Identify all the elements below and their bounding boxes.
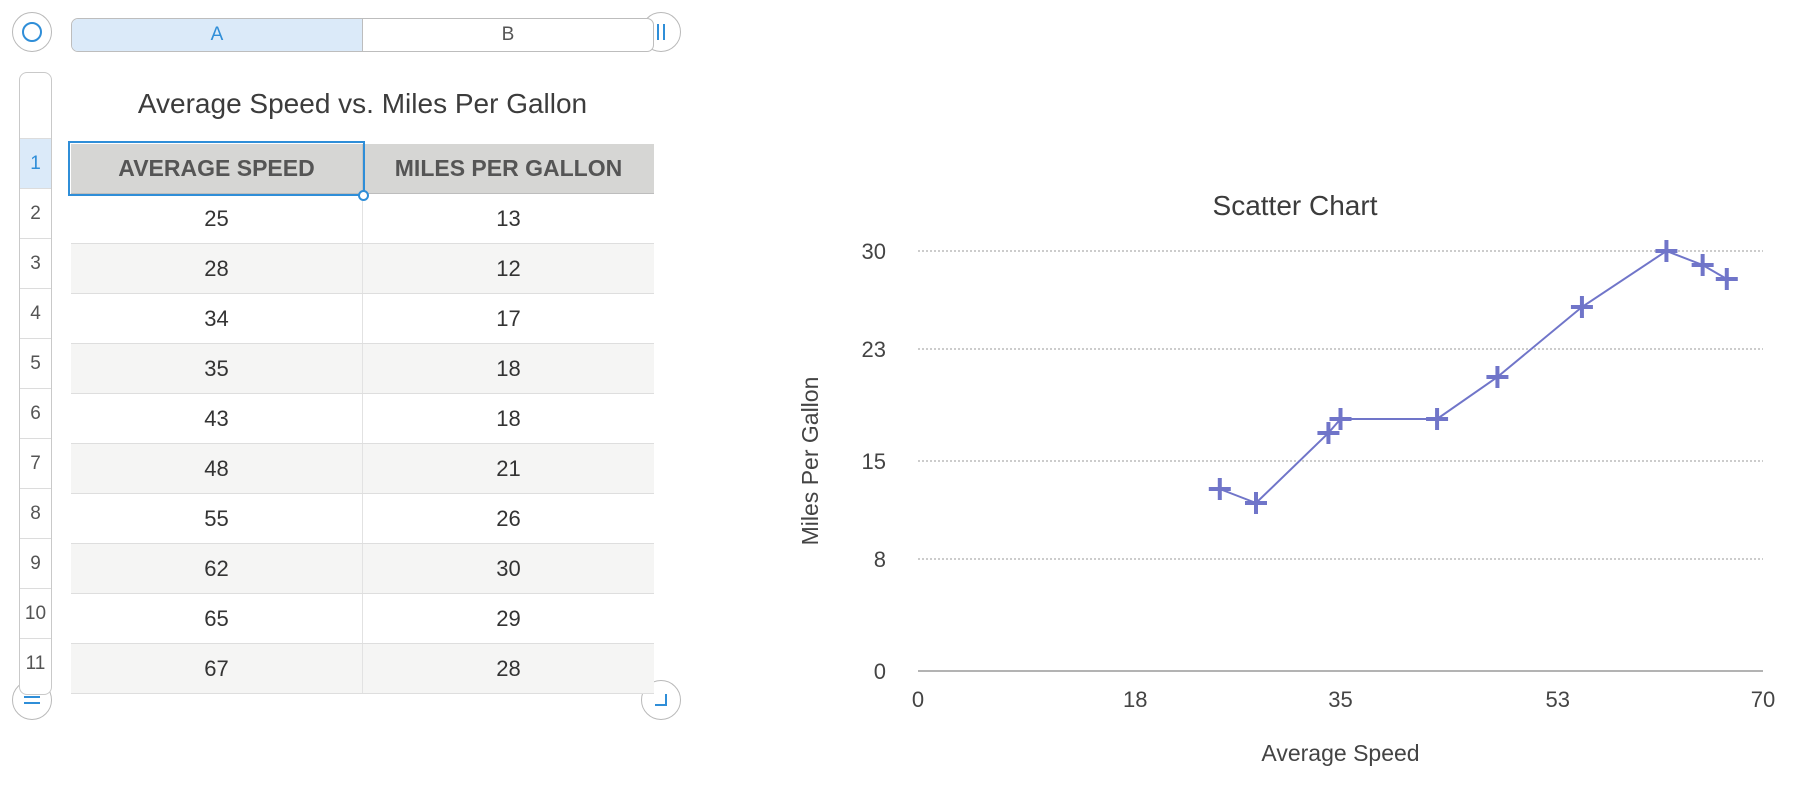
table-cell[interactable]: 35	[71, 344, 363, 393]
table-cell[interactable]: 48	[71, 444, 363, 493]
column-header-bar: A B	[71, 18, 654, 52]
table-row: 28 12	[71, 244, 654, 294]
x-tick-label: 0	[912, 687, 924, 712]
data-point	[1329, 408, 1352, 430]
row-header[interactable]: 6	[20, 388, 51, 438]
table-cell[interactable]: 62	[71, 544, 363, 593]
x-axis-title: Average Speed	[1261, 740, 1419, 766]
row-header[interactable]: 9	[20, 538, 51, 588]
table-cell[interactable]: 12	[496, 255, 521, 281]
header-cell-average-speed[interactable]: AVERAGE SPEED	[71, 144, 363, 193]
select-table-button[interactable]	[12, 12, 52, 52]
table-row: 48 21	[71, 444, 654, 494]
table-cell[interactable]: 34	[71, 294, 363, 343]
y-tick-label: 15	[862, 449, 886, 474]
table-row: 35 18	[71, 344, 654, 394]
x-tick-label: 35	[1328, 687, 1352, 712]
table-row: 67 28	[71, 644, 654, 694]
row-handle-icon	[24, 696, 40, 704]
column-header-a[interactable]: A	[72, 19, 363, 51]
row-header[interactable]: 2	[20, 188, 51, 238]
row-header[interactable]: 8	[20, 488, 51, 538]
circle-select-icon	[22, 22, 42, 42]
selection-drag-handle[interactable]	[358, 190, 369, 201]
table-row: 34 17	[71, 294, 654, 344]
x-tick-label: 70	[1751, 687, 1775, 712]
table-cell[interactable]: 28	[496, 655, 521, 681]
table-cell[interactable]: 65	[71, 594, 363, 643]
table-cell[interactable]: 43	[71, 394, 363, 443]
row-header[interactable]: 1	[20, 138, 51, 188]
data-point	[1426, 408, 1449, 430]
y-tick-label: 0	[874, 659, 886, 684]
resize-corner-icon	[655, 694, 667, 706]
table-cell[interactable]: 55	[71, 494, 363, 543]
data-table: AVERAGE SPEED MILES PER GALLON 25 13 28 …	[71, 144, 654, 694]
data-point	[1715, 268, 1738, 290]
row-header[interactable]: 10	[20, 588, 51, 638]
row-header[interactable]: 11	[20, 638, 51, 688]
row-header[interactable]: 4	[20, 288, 51, 338]
data-point	[1570, 296, 1593, 318]
data-point	[1486, 366, 1509, 388]
table-row: 55 26	[71, 494, 654, 544]
data-point	[1245, 492, 1267, 514]
table-cell[interactable]: 29	[496, 605, 521, 631]
table-row: 43 18	[71, 394, 654, 444]
x-tick-label: 18	[1123, 687, 1147, 712]
row-header[interactable]: 5	[20, 338, 51, 388]
column-handle-icon	[657, 24, 665, 40]
y-tick-label: 30	[862, 239, 886, 264]
chart-title: Scatter Chart	[1212, 190, 1378, 221]
table-cell[interactable]: 18	[496, 405, 521, 431]
table-cell[interactable]: 67	[71, 644, 363, 693]
y-tick-label: 8	[874, 547, 886, 572]
series-line	[1219, 249, 1728, 505]
header-cell-miles-per-gallon[interactable]: MILES PER GALLON	[394, 155, 623, 181]
table-cell[interactable]: 30	[496, 555, 521, 581]
table-cell[interactable]: 28	[71, 244, 363, 293]
data-point	[1317, 422, 1340, 444]
table-cell[interactable]: 21	[496, 455, 521, 481]
table-cell[interactable]: 26	[496, 505, 521, 531]
data-point	[1655, 240, 1678, 262]
chart-plot: 0 8 15 23 30 0 18 35 53 70 Average Speed Miles Per …	[797, 239, 1775, 766]
column-header-b[interactable]: B	[501, 24, 515, 45]
data-point	[1691, 254, 1714, 276]
x-tick-label: 53	[1546, 687, 1570, 712]
row-header-gutter: 1 2 3 4 5 6 7 8 9 10 11	[19, 72, 52, 695]
y-axis-title: Miles Per Gallon	[797, 377, 823, 546]
table-header-row: AVERAGE SPEED MILES PER GALLON	[71, 144, 654, 194]
table-cell[interactable]: 17	[496, 305, 521, 331]
table-row: 25 13	[71, 194, 654, 244]
table-row: 62 30	[71, 544, 654, 594]
data-point	[1208, 478, 1231, 500]
table-cell[interactable]: 25	[71, 194, 363, 243]
row-header[interactable]: 7	[20, 438, 51, 488]
scatter-chart[interactable]: Scatter Chart 0 8 15 23 30 0 18 35 53 70 Average S…	[790, 175, 1800, 775]
table-row: 65 29	[71, 594, 654, 644]
table-title[interactable]: Average Speed vs. Miles Per Gallon	[137, 88, 588, 119]
table-cell[interactable]: 18	[496, 355, 521, 381]
row-header[interactable]: 3	[20, 238, 51, 288]
table-cell[interactable]: 13	[496, 205, 521, 231]
y-tick-label: 23	[862, 337, 886, 362]
